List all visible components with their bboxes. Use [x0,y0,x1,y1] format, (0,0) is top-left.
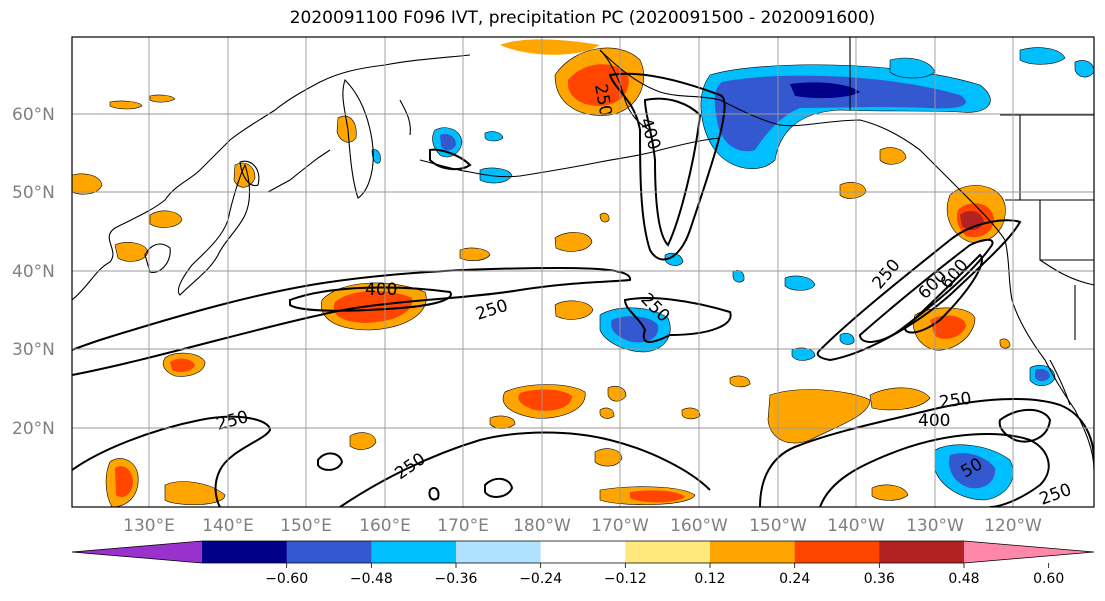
lat-label: 60°N [12,105,55,125]
lat-label: 30°N [12,340,55,360]
colorbar-tick-label: 0.24 [779,571,810,587]
colorbar-segment [879,541,965,563]
map-title: 2020091100 F096 IVT, precipitation PC (2… [289,8,876,28]
lon-label: 130°E [123,516,175,536]
colorbar-segment [286,541,372,563]
lon-label: 180°W [513,516,571,536]
colorbar-tick-label: 0.48 [948,571,979,587]
precipitation-anomaly-field [72,39,1094,507]
colorbar-extend-max [964,541,1094,563]
colorbar-tick-label: −0.24 [519,571,562,587]
colorbar-tick-label: 0.12 [694,571,725,587]
lon-label: 150°W [749,516,807,536]
lon-label: 170°W [591,516,649,536]
colorbar-tick-label: −0.12 [604,571,647,587]
colorbar-segment [202,541,288,563]
colorbar-outline [71,540,1095,564]
colorbar-segment [540,541,626,563]
contour-label: 400 [918,411,950,431]
lon-label: 140°E [202,516,254,536]
colorbar-tick-label: −0.48 [350,571,393,587]
gridlines [72,37,1094,507]
longitude-labels: 130°E 140°E 150°E 160°E 170°E 180°W 170°… [123,516,1042,536]
colorbar: −0.60 −0.48 −0.36 −0.24 −0.12 0.12 0.24 0.36 0.4… [71,540,1095,587]
contour-label: 250 [938,389,973,413]
colorbar-segment [625,541,711,563]
colorbar-tick-label: −0.36 [435,571,478,587]
lat-label: 50°N [12,183,55,203]
colorbar-segment [456,541,542,563]
latitude-labels: 60°N 50°N 40°N 30°N 20°N [12,105,55,439]
lon-label: 170°E [437,516,489,536]
colorbar-tick-label: 0.36 [864,571,895,587]
coastlines [72,37,1094,471]
lon-label: 140°W [827,516,885,536]
colorbar-segment [371,541,457,563]
lon-label: 150°E [280,516,332,536]
map-background [72,37,1094,507]
lon-label: 160°W [670,516,728,536]
colorbar-tick-label: 0.60 [1033,571,1064,587]
colorbar-tick-label: −0.60 [265,571,308,587]
lat-label: 40°N [12,262,55,282]
lat-label: 20°N [12,419,55,439]
colorbar-extend-min [72,541,202,563]
map-frame [71,36,1095,508]
contour-label: 400 [365,280,397,300]
colorbar-segment [710,541,796,563]
lon-label: 130°W [906,516,964,536]
colorbar-segment [794,541,880,563]
lon-label: 160°E [359,516,411,536]
lon-label: 120°W [984,516,1042,536]
ivt-contours [72,72,1094,507]
